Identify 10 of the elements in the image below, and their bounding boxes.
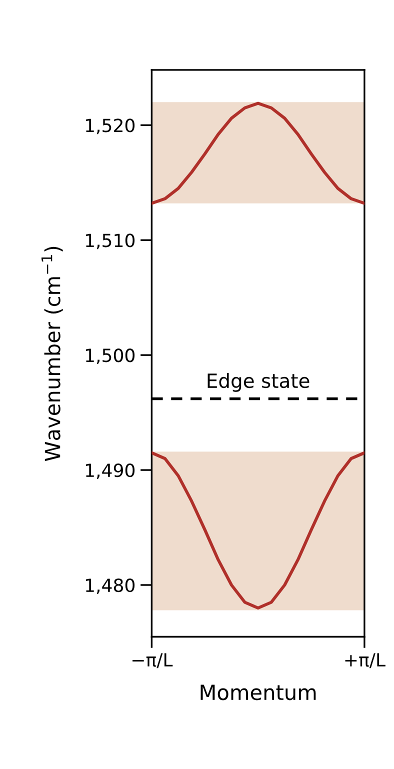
- y-tick-label: 1,500: [86, 348, 135, 364]
- y-axis-title: Wavenumber (cm$^{−1}$): [42, 246, 63, 462]
- y-tick-label: 1,520: [86, 118, 135, 134]
- y-tick-label: 1,480: [86, 578, 135, 594]
- y-tick-label: 1,510: [86, 234, 135, 250]
- x-tick-label: +π/L: [345, 653, 386, 668]
- y-tick-label: 1,490: [86, 464, 135, 479]
- x-axis-title: Momentum: [200, 684, 316, 700]
- ref-line-label: Edge state: [208, 373, 310, 392]
- x-tick-label: −π/L: [132, 653, 173, 668]
